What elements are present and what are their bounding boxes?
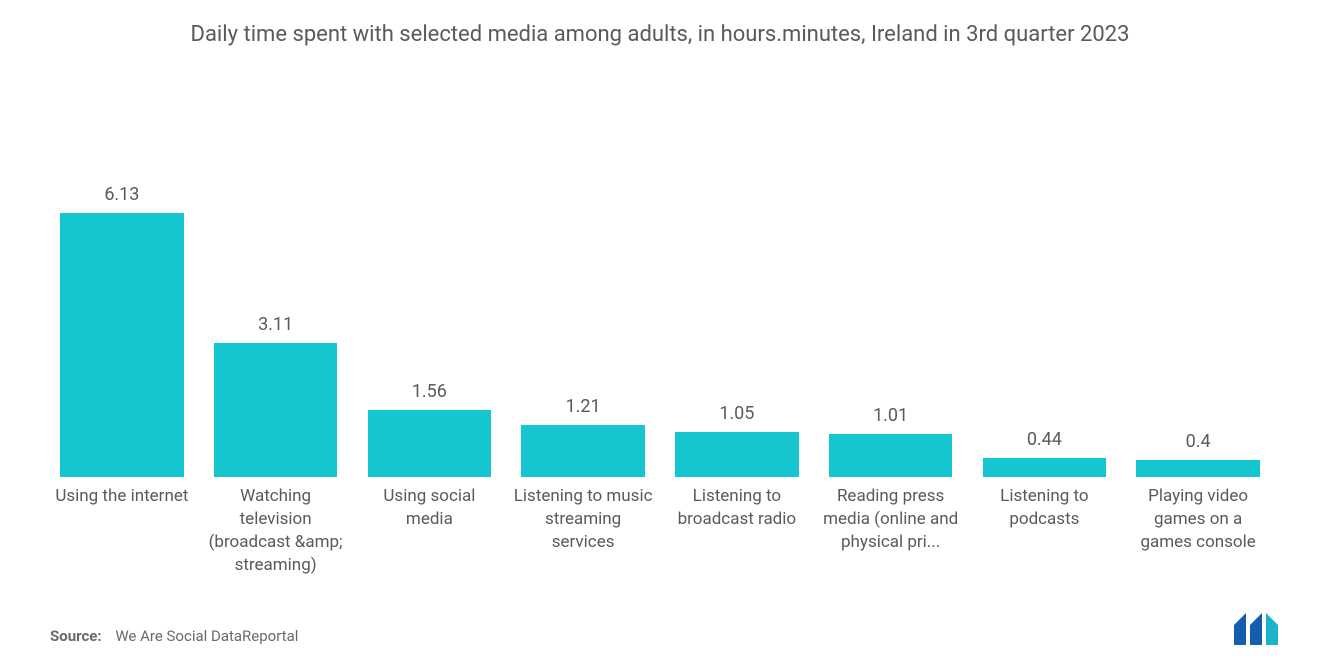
bar-wrapper: 3.11 xyxy=(204,120,348,477)
bar-value-label: 6.13 xyxy=(104,184,139,205)
bar xyxy=(60,213,184,477)
x-axis-label: Listening to podcasts xyxy=(973,485,1117,617)
source-row: Source: We Are Social DataReportal xyxy=(40,617,1280,645)
bar xyxy=(983,458,1107,477)
bar-value-label: 0.4 xyxy=(1186,431,1211,452)
x-axis-label: Using social media xyxy=(358,485,502,617)
bar-value-label: 1.56 xyxy=(412,381,447,402)
bar-value-label: 1.01 xyxy=(873,405,908,426)
x-axis-label: Reading press media (online and physical… xyxy=(819,485,963,617)
chart-container: Daily time spent with selected media amo… xyxy=(0,0,1320,665)
x-axis-labels: Using the internetWatching television (b… xyxy=(40,477,1280,617)
bar-value-label: 0.44 xyxy=(1027,429,1062,450)
bar-value-label: 1.05 xyxy=(719,403,754,424)
bar-wrapper: 1.21 xyxy=(511,120,655,477)
bar-value-label: 1.21 xyxy=(566,396,601,417)
bar xyxy=(675,432,799,477)
source-text: We Are Social DataReportal xyxy=(115,627,298,645)
bar xyxy=(829,434,953,478)
bar-wrapper: 0.4 xyxy=(1126,120,1270,477)
bar xyxy=(214,343,338,477)
bar-wrapper: 6.13 xyxy=(50,120,194,477)
x-axis-label: Watching television (broadcast &amp; str… xyxy=(204,485,348,617)
bar-wrapper: 1.05 xyxy=(665,120,809,477)
bar-wrapper: 1.01 xyxy=(819,120,963,477)
chart-title: Daily time spent with selected media amo… xyxy=(40,20,1280,50)
bar-wrapper: 0.44 xyxy=(973,120,1117,477)
x-axis-label: Using the internet xyxy=(50,485,194,617)
source-label: Source: xyxy=(50,627,102,645)
brand-logo xyxy=(1232,611,1292,647)
x-axis-label: Listening to broadcast radio xyxy=(665,485,809,617)
bar-wrapper: 1.56 xyxy=(358,120,502,477)
plot-area: 6.13 3.11 1.56 1.21 1.05 1.01 0.44 0.4 xyxy=(40,60,1280,477)
bar xyxy=(368,410,492,477)
bar xyxy=(521,425,645,477)
bar xyxy=(1136,460,1260,477)
x-axis-label: Listening to music streaming services xyxy=(511,485,655,617)
x-axis-label: Playing video games on a games console xyxy=(1126,485,1270,617)
bar-value-label: 3.11 xyxy=(258,314,293,335)
